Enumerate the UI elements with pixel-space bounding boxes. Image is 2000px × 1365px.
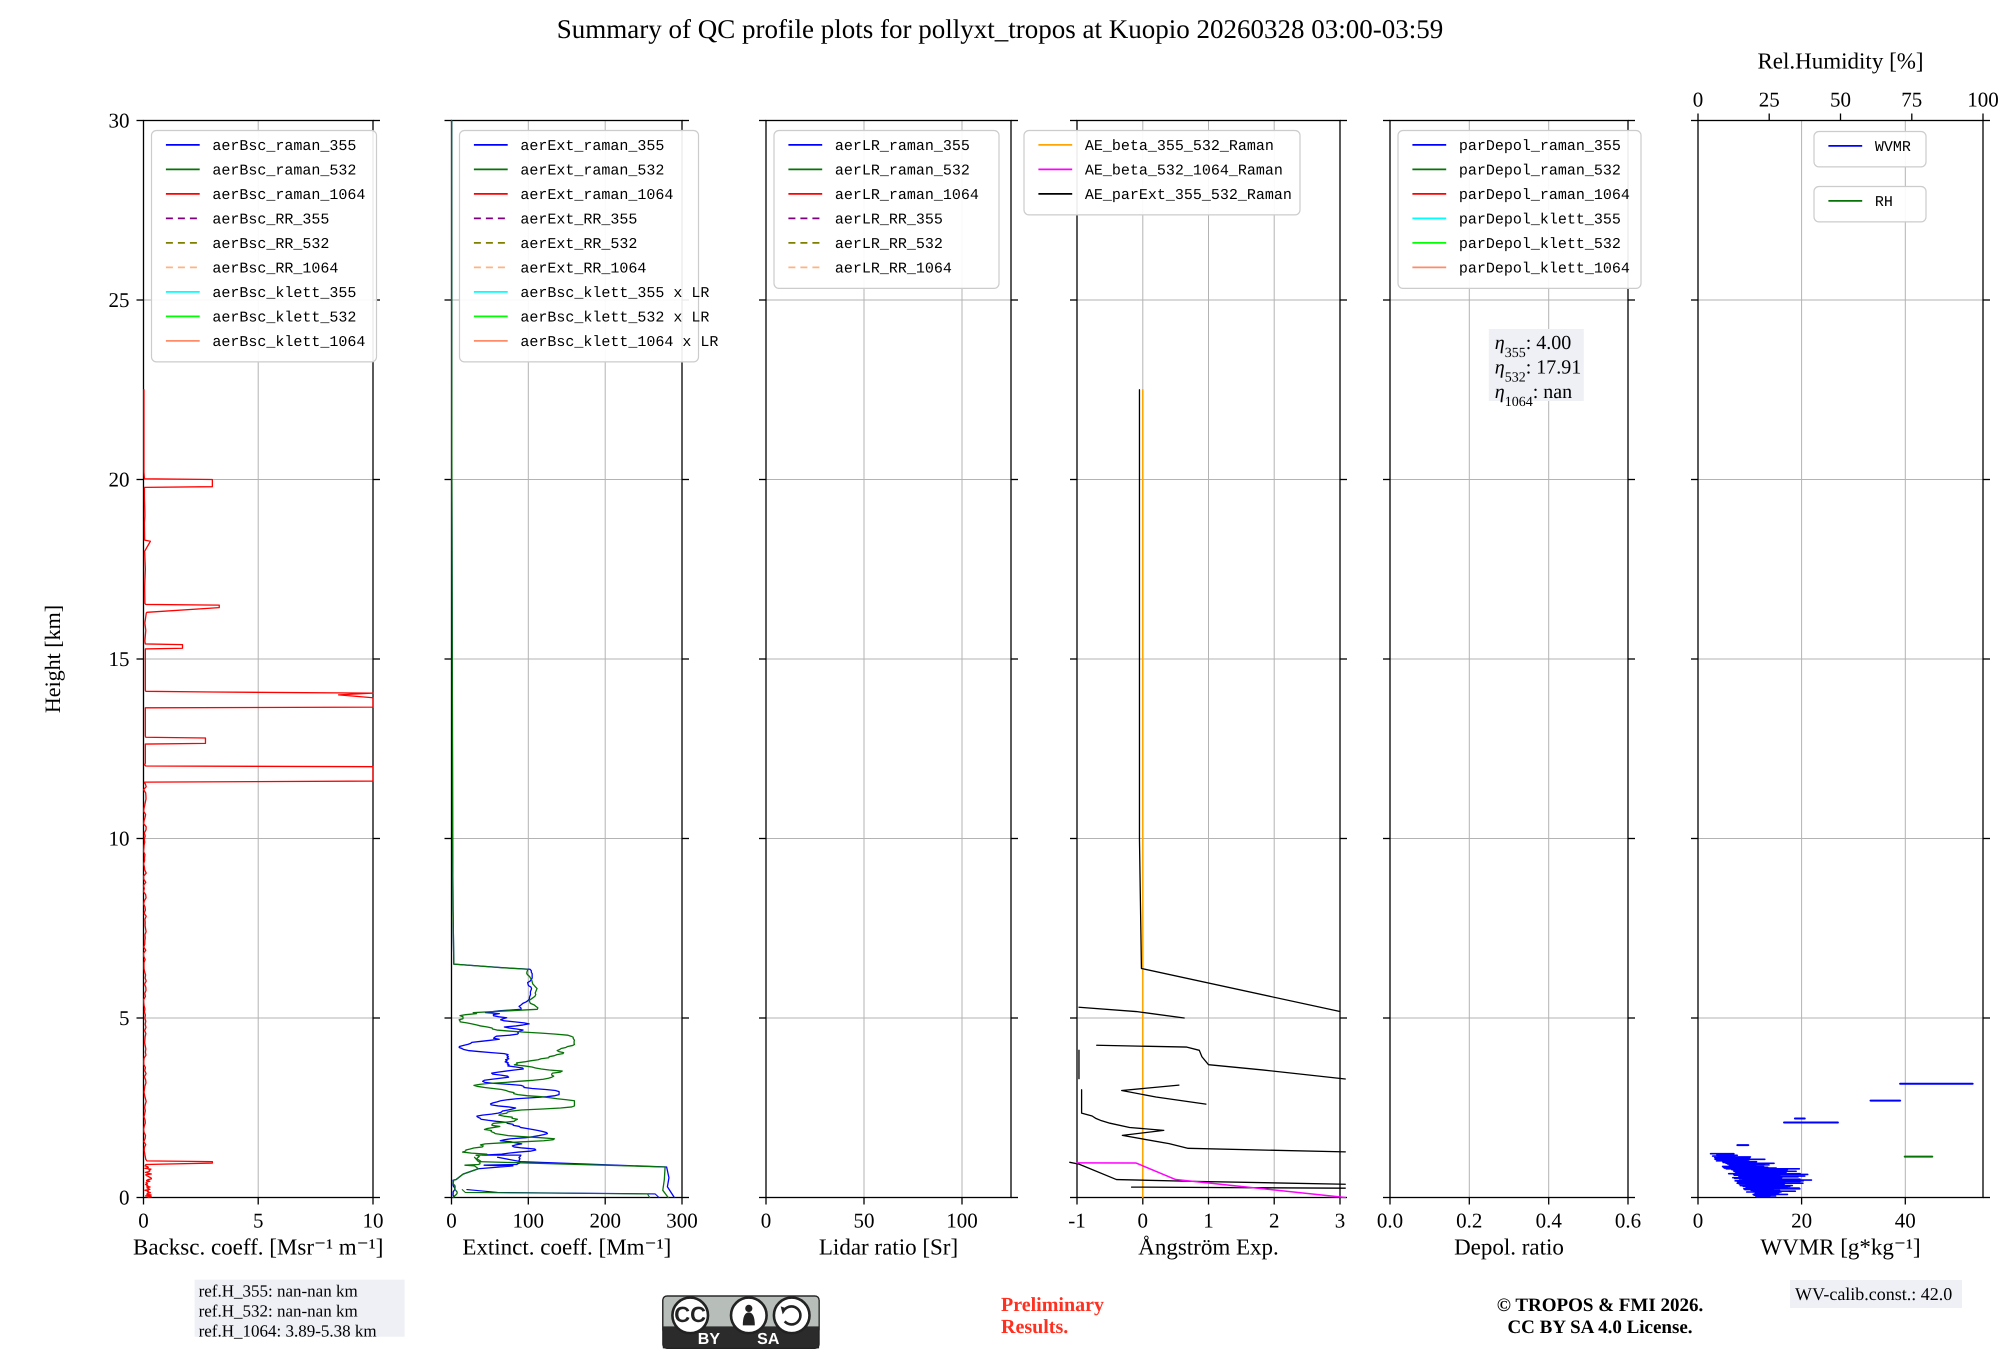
svg-text:Rel.Humidity [%]: Rel.Humidity [%]: [1757, 49, 1923, 74]
svg-text:0: 0: [1693, 88, 1704, 112]
svg-text:0: 0: [446, 1209, 457, 1233]
svg-text:aerBsc_RR_532: aerBsc_RR_532: [212, 236, 329, 253]
svg-text:aerBsc_klett_1064: aerBsc_klett_1064: [212, 334, 365, 351]
svg-text:aerLR_raman_532: aerLR_raman_532: [835, 163, 970, 180]
svg-text:0: 0: [1138, 1209, 1149, 1233]
svg-text:100: 100: [513, 1209, 545, 1233]
svg-text:aerBsc_RR_1064: aerBsc_RR_1064: [212, 261, 338, 278]
svg-text:RH: RH: [1875, 194, 1893, 211]
svg-text:AE_beta_355_532_Raman: AE_beta_355_532_Raman: [1085, 138, 1274, 155]
svg-text:aerBsc_klett_532 x LR: aerBsc_klett_532 x LR: [520, 310, 709, 327]
svg-text:40: 40: [1895, 1209, 1916, 1233]
svg-text:CC: CC: [674, 1302, 706, 1327]
svg-text:ref.H_1064: 3.89-5.38 km: ref.H_1064: 3.89-5.38 km: [199, 1321, 377, 1340]
svg-text:200: 200: [589, 1209, 621, 1233]
svg-text:aerExt_raman_355: aerExt_raman_355: [520, 138, 664, 155]
svg-text:Backsc. coeff. [Msr⁻¹ m⁻¹]: Backsc. coeff. [Msr⁻¹ m⁻¹]: [133, 1235, 383, 1260]
svg-text:parDepol_raman_532: parDepol_raman_532: [1459, 163, 1621, 180]
svg-text:aerBsc_klett_355 x LR: aerBsc_klett_355 x LR: [520, 285, 709, 302]
svg-text:Lidar ratio [Sr]: Lidar ratio [Sr]: [819, 1235, 958, 1260]
svg-text:0: 0: [138, 1209, 149, 1233]
svg-text:WVMR: WVMR: [1875, 139, 1911, 156]
svg-text:aerExt_RR_532: aerExt_RR_532: [520, 236, 637, 253]
svg-text:10: 10: [109, 827, 130, 851]
svg-text:Extinct. coeff. [Mm⁻¹]: Extinct. coeff. [Mm⁻¹]: [462, 1235, 671, 1260]
svg-text:Height [km]: Height [km]: [40, 605, 65, 713]
svg-text:50: 50: [854, 1209, 875, 1233]
svg-text:parDepol_klett_1064: parDepol_klett_1064: [1459, 261, 1630, 278]
svg-text:100: 100: [1967, 88, 1999, 112]
svg-text:aerExt_raman_532: aerExt_raman_532: [520, 163, 664, 180]
svg-text:15: 15: [109, 647, 130, 671]
svg-text:aerBsc_raman_355: aerBsc_raman_355: [212, 138, 356, 155]
svg-text:aerLR_RR_532: aerLR_RR_532: [835, 236, 943, 253]
svg-text:aerBsc_klett_532: aerBsc_klett_532: [212, 310, 356, 327]
svg-text:aerExt_RR_355: aerExt_RR_355: [520, 212, 637, 229]
svg-text:300: 300: [666, 1209, 698, 1233]
svg-text:WV-calib.const.: 42.0: WV-calib.const.: 42.0: [1795, 1284, 1952, 1304]
svg-text:ref.H_355: nan-nan km: ref.H_355: nan-nan km: [199, 1282, 358, 1301]
svg-text:AE_parExt_355_532_Raman: AE_parExt_355_532_Raman: [1085, 187, 1292, 204]
svg-text:aerBsc_raman_1064: aerBsc_raman_1064: [212, 187, 365, 204]
svg-text:5: 5: [119, 1006, 130, 1030]
svg-text:100: 100: [946, 1209, 978, 1233]
svg-text:30: 30: [109, 109, 130, 133]
svg-text:1: 1: [1203, 1209, 1214, 1233]
svg-text:aerBsc_RR_355: aerBsc_RR_355: [212, 212, 329, 229]
svg-text:0: 0: [1693, 1209, 1704, 1233]
svg-text:2: 2: [1269, 1209, 1280, 1233]
svg-text:WVMR [g*kg⁻¹]: WVMR [g*kg⁻¹]: [1760, 1235, 1920, 1260]
svg-text:Results.: Results.: [1001, 1316, 1068, 1338]
svg-text:ref.H_532: nan-nan km: ref.H_532: nan-nan km: [199, 1302, 358, 1321]
svg-text:aerLR_RR_355: aerLR_RR_355: [835, 212, 943, 229]
svg-text:aerLR_RR_1064: aerLR_RR_1064: [835, 261, 952, 278]
svg-text:SA: SA: [757, 1331, 780, 1348]
svg-text:Summary of QC profile plots fo: Summary of QC profile plots for pollyxt_…: [557, 14, 1443, 44]
svg-text:Ångström Exp.: Ångström Exp.: [1138, 1235, 1279, 1260]
svg-text:10: 10: [363, 1209, 384, 1233]
svg-text:parDepol_klett_355: parDepol_klett_355: [1459, 212, 1621, 229]
svg-text:0: 0: [119, 1186, 130, 1210]
svg-text:0.4: 0.4: [1536, 1209, 1563, 1233]
svg-text:5: 5: [253, 1209, 264, 1233]
svg-text:BY: BY: [698, 1331, 721, 1348]
svg-text:0.6: 0.6: [1615, 1209, 1641, 1233]
svg-text:Preliminary: Preliminary: [1001, 1294, 1104, 1316]
svg-text:aerExt_raman_1064: aerExt_raman_1064: [520, 187, 673, 204]
svg-text:0.2: 0.2: [1456, 1209, 1482, 1233]
svg-text:20: 20: [1791, 1209, 1812, 1233]
svg-text:50: 50: [1830, 88, 1851, 112]
svg-text:aerLR_raman_355: aerLR_raman_355: [835, 138, 970, 155]
svg-text:aerExt_RR_1064: aerExt_RR_1064: [520, 261, 646, 278]
svg-text:AE_beta_532_1064_Raman: AE_beta_532_1064_Raman: [1085, 163, 1283, 180]
svg-text:CC BY SA 4.0 License.: CC BY SA 4.0 License.: [1507, 1317, 1692, 1338]
svg-text:3: 3: [1335, 1209, 1346, 1233]
svg-text:parDepol_raman_1064: parDepol_raman_1064: [1459, 187, 1630, 204]
svg-text:25: 25: [109, 288, 130, 312]
svg-text:-1: -1: [1068, 1209, 1086, 1233]
svg-text:aerBsc_klett_1064 x LR: aerBsc_klett_1064 x LR: [520, 334, 718, 351]
svg-text:parDepol_klett_532: parDepol_klett_532: [1459, 236, 1621, 253]
svg-text:75: 75: [1901, 88, 1922, 112]
svg-text:Depol. ratio: Depol. ratio: [1454, 1235, 1564, 1260]
svg-text:0: 0: [761, 1209, 772, 1233]
svg-text:parDepol_raman_355: parDepol_raman_355: [1459, 138, 1621, 155]
svg-text:aerBsc_klett_355: aerBsc_klett_355: [212, 285, 356, 302]
svg-text:0.0: 0.0: [1377, 1209, 1403, 1233]
svg-text:25: 25: [1759, 88, 1780, 112]
svg-text:© TROPOS & FMI 2026.: © TROPOS & FMI 2026.: [1497, 1295, 1704, 1316]
svg-text:20: 20: [109, 468, 130, 492]
svg-text:aerLR_raman_1064: aerLR_raman_1064: [835, 187, 979, 204]
svg-text:aerBsc_raman_532: aerBsc_raman_532: [212, 163, 356, 180]
